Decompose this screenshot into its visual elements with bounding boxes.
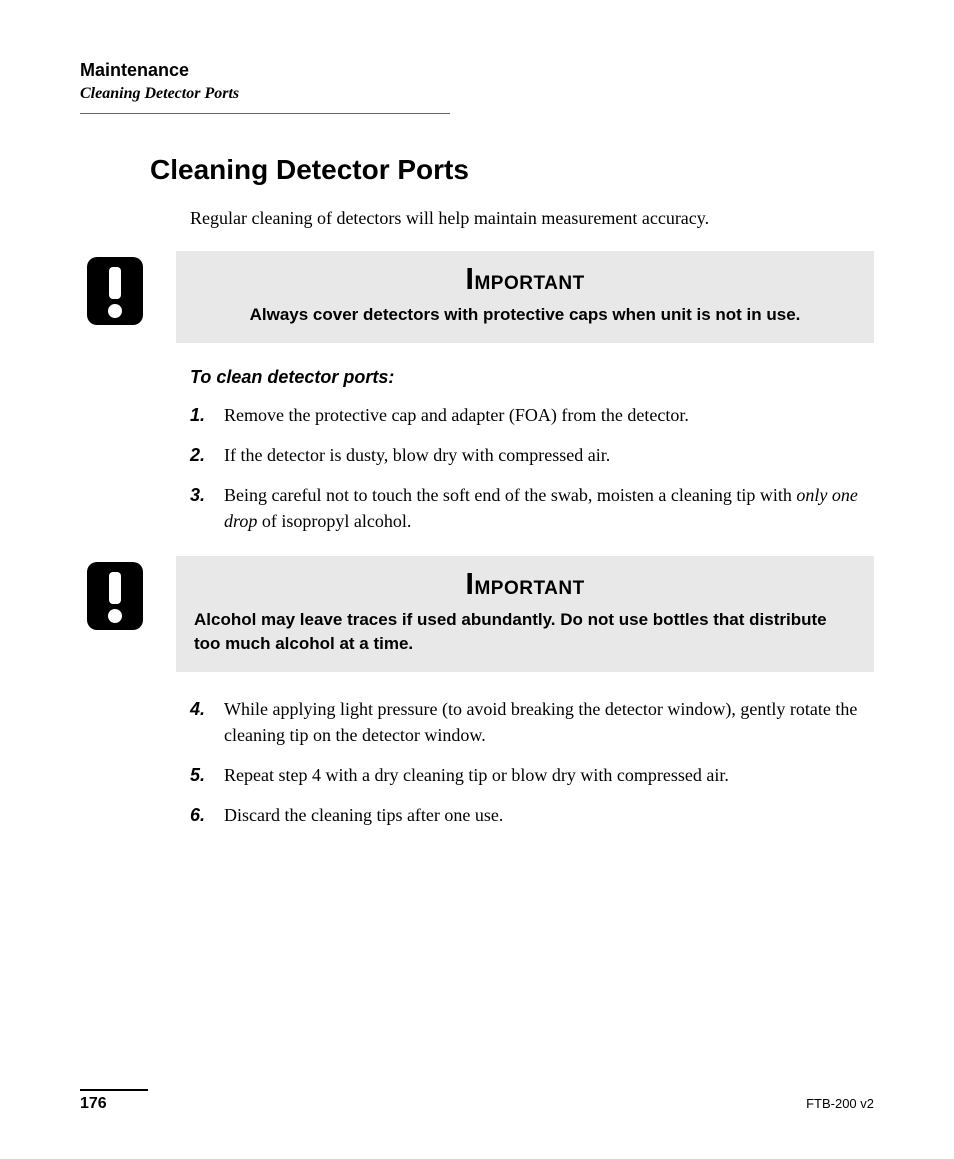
- exclamation-icon: [80, 251, 150, 325]
- step-number: 5.: [190, 762, 224, 788]
- callout-title: Important: [194, 566, 856, 602]
- page-footer: 176 FTB-200 v2: [80, 1089, 874, 1113]
- main-heading: Cleaning Detector Ports: [150, 154, 874, 186]
- page-header: Maintenance Cleaning Detector Ports: [80, 60, 874, 114]
- step-text: Repeat step 4 with a dry cleaning tip or…: [224, 762, 864, 788]
- step-text: Remove the protective cap and adapter (F…: [224, 402, 864, 428]
- step-text: While applying light pressure (to avoid …: [224, 696, 864, 748]
- exclamation-icon: [80, 556, 150, 630]
- step-number: 3.: [190, 482, 224, 534]
- intro-paragraph: Regular cleaning of detectors will help …: [190, 206, 864, 231]
- document-id: FTB-200 v2: [806, 1096, 874, 1111]
- footer-rule: [80, 1089, 148, 1091]
- step-number: 2.: [190, 442, 224, 468]
- important-callout-2: Important Alcohol may leave traces if us…: [80, 556, 874, 672]
- procedure-title: To clean detector ports:: [190, 367, 874, 388]
- callout-text: Always cover detectors with protective c…: [194, 303, 856, 327]
- step-list-b: 4. While applying light pressure (to avo…: [190, 696, 864, 828]
- step-5: 5. Repeat step 4 with a dry cleaning tip…: [190, 762, 864, 788]
- page-number: 176: [80, 1095, 107, 1113]
- step-2: 2. If the detector is dusty, blow dry wi…: [190, 442, 864, 468]
- step-4: 4. While applying light pressure (to avo…: [190, 696, 864, 748]
- callout-title: Important: [194, 261, 856, 297]
- callout-box: Important Always cover detectors with pr…: [176, 251, 874, 343]
- step-text: Being careful not to touch the soft end …: [224, 482, 864, 534]
- chapter-title: Maintenance: [80, 60, 874, 81]
- callout-box: Important Alcohol may leave traces if us…: [176, 556, 874, 672]
- step-3: 3. Being careful not to touch the soft e…: [190, 482, 864, 534]
- step-6: 6. Discard the cleaning tips after one u…: [190, 802, 864, 828]
- header-rule: [80, 113, 450, 114]
- step-text: If the detector is dusty, blow dry with …: [224, 442, 864, 468]
- callout-text: Alcohol may leave traces if used abundan…: [194, 608, 856, 656]
- step-number: 6.: [190, 802, 224, 828]
- step-number: 4.: [190, 696, 224, 748]
- step-list-a: 1. Remove the protective cap and adapter…: [190, 402, 864, 534]
- step-text: Discard the cleaning tips after one use.: [224, 802, 864, 828]
- step-1: 1. Remove the protective cap and adapter…: [190, 402, 864, 428]
- section-subtitle: Cleaning Detector Ports: [80, 85, 874, 103]
- step-number: 1.: [190, 402, 224, 428]
- important-callout-1: Important Always cover detectors with pr…: [80, 251, 874, 343]
